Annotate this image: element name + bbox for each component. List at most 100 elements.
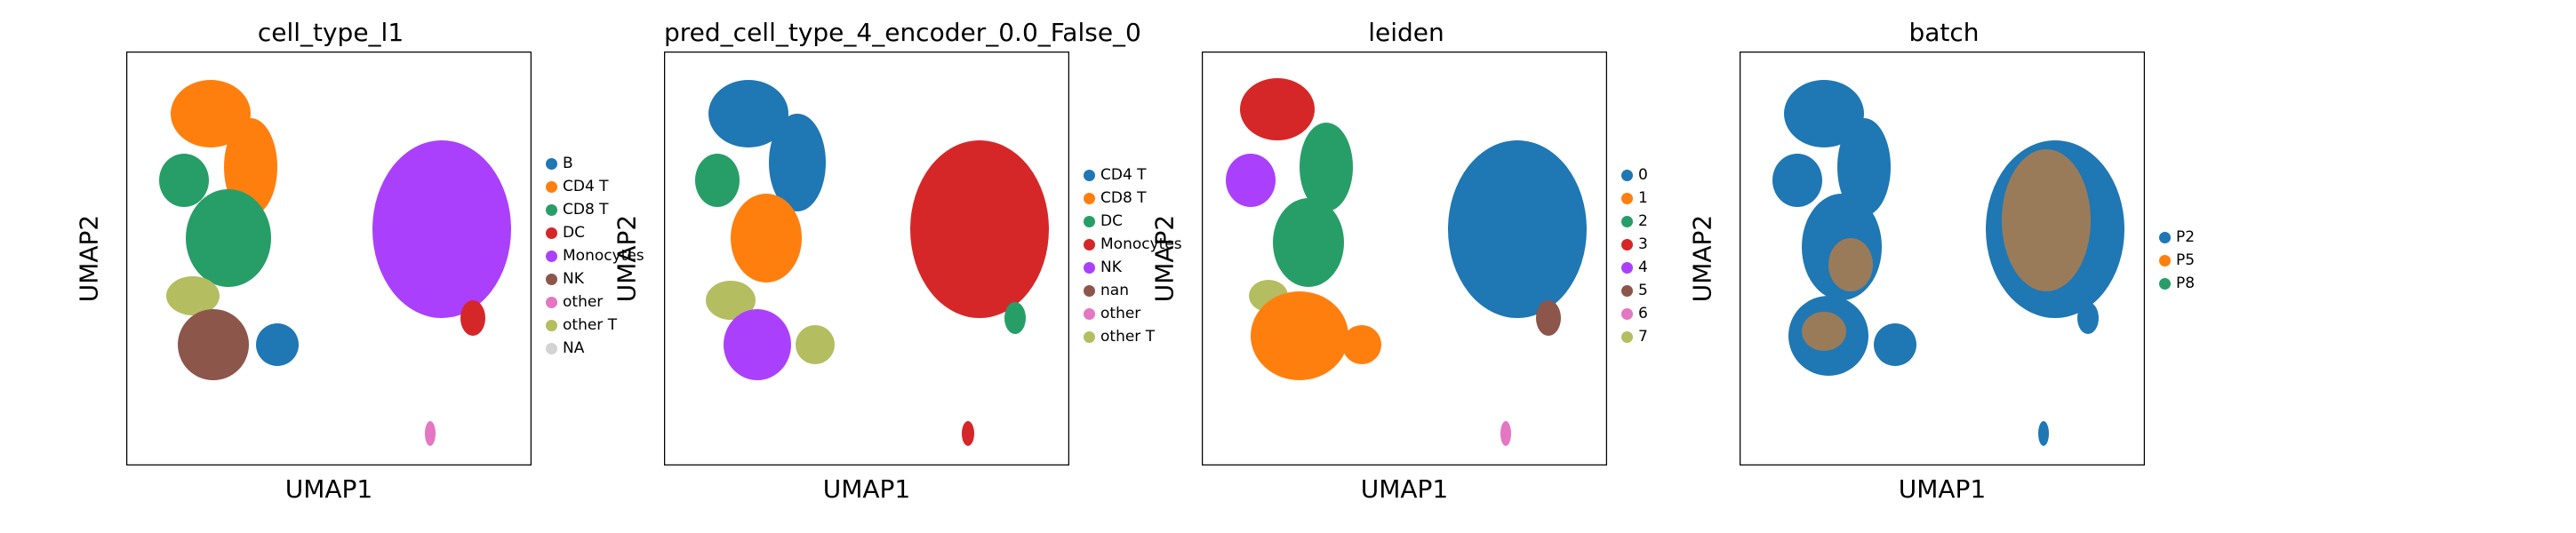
legend-marker	[1084, 192, 1095, 204]
legend-item: CD4 T	[1084, 163, 1182, 187]
legend-marker	[2159, 277, 2171, 290]
cluster-dc-left	[695, 154, 740, 207]
panel-batch: batch UMAP1 UMAP2 P2 P5 P8	[1613, 0, 2196, 533]
cluster-6	[1500, 421, 1511, 446]
clusters	[695, 80, 1049, 446]
legend: CD4 T CD8 T DC Monocytes NK nan other ot…	[1084, 163, 1182, 348]
legend-marker	[546, 227, 557, 239]
legend-item: CD4 T	[546, 175, 644, 198]
legend: B CD4 T CD8 T DC Monocytes NK other othe…	[546, 152, 644, 360]
legend-label: 4	[1638, 259, 1648, 276]
legend-item: nan	[1084, 279, 1182, 302]
cluster-0	[1448, 140, 1587, 318]
cluster-right-tail	[2077, 302, 2099, 334]
cluster-1-small	[1342, 325, 1381, 364]
legend-marker	[1084, 238, 1095, 251]
legend-label: 3	[1638, 235, 1648, 253]
y-axis-label: UMAP2	[74, 214, 104, 303]
legend-label: P8	[2176, 274, 2196, 292]
chart-title: pred_cell_type_4_encoder_0.0_False_0	[664, 18, 1141, 47]
legend-marker	[2159, 231, 2171, 243]
scatter-plot-area	[1740, 52, 2145, 465]
cluster-2	[1273, 198, 1344, 287]
cluster-other-t	[166, 276, 220, 315]
cluster-cd4t-top	[708, 80, 788, 147]
cluster-2-arm	[1300, 123, 1353, 211]
cluster-4	[1226, 154, 1276, 207]
legend-label: nan	[1100, 282, 1129, 299]
plot-frame	[1740, 52, 2145, 465]
legend-item: 0	[1621, 163, 1648, 187]
legend-item: 4	[1621, 256, 1648, 279]
x-axis-label: UMAP1	[1360, 474, 1449, 504]
plot-frame	[664, 52, 1069, 465]
legend-label: other T	[563, 316, 618, 334]
cluster-p2-arm	[1837, 118, 1891, 216]
legend-label: CD8 T	[1100, 189, 1147, 207]
cluster-p2-left	[1772, 154, 1822, 207]
legend-label: P2	[2176, 228, 2196, 246]
cluster-monocytes	[910, 140, 1049, 318]
legend-marker	[546, 250, 557, 262]
cluster-3	[1240, 78, 1315, 140]
legend-label: NK	[1100, 259, 1122, 276]
legend-item: Monocytes	[1084, 233, 1182, 256]
scatter-plot-area	[664, 52, 1069, 465]
legend-item: CD8 T	[546, 198, 644, 221]
chart-title: leiden	[1368, 18, 1444, 47]
cluster-p5-bottom	[1802, 312, 1846, 351]
legend-item: NK	[546, 267, 644, 290]
panel-leiden: leiden UMAP1 UMAP2 0 1 2 3 4 5 6 7	[1076, 0, 1648, 533]
legend-label: CD4 T	[1100, 166, 1147, 184]
legend-item: P8	[2159, 272, 2195, 295]
clusters	[1772, 80, 2124, 446]
cluster-cd8t-left	[159, 154, 209, 207]
legend-marker	[546, 157, 557, 170]
legend-label: CD8 T	[563, 201, 609, 219]
legend-marker	[2159, 254, 2171, 266]
umap-scatter	[664, 52, 1069, 465]
legend-item: 2	[1621, 210, 1648, 233]
umap-scatter	[126, 52, 532, 465]
legend-marker	[546, 180, 557, 193]
legend-marker	[1084, 215, 1095, 227]
legend-label: CD4 T	[563, 178, 609, 195]
cluster-nan	[796, 325, 835, 364]
legend-label: P5	[2176, 251, 2196, 269]
legend-item: other	[1084, 302, 1182, 325]
legend-label: 5	[1638, 282, 1648, 299]
legend-label: DC	[1100, 212, 1123, 230]
legend-label: 2	[1638, 212, 1648, 230]
legend-item: 3	[1621, 233, 1648, 256]
legend-marker	[546, 342, 557, 354]
legend-label: DC	[563, 224, 585, 242]
cluster-small	[2038, 421, 2049, 446]
cluster-cd8t-mid	[186, 189, 271, 287]
clusters	[1226, 78, 1587, 446]
legend-marker	[1621, 307, 1633, 320]
legend-label: other	[563, 293, 604, 311]
cluster-cd4t-arm	[769, 114, 826, 211]
legend-item: 6	[1621, 302, 1648, 325]
cluster-nk	[178, 309, 249, 380]
legend-item: 7	[1621, 325, 1648, 348]
legend-marker	[546, 296, 557, 308]
legend-marker	[1084, 330, 1095, 343]
cluster-dc-right	[1004, 302, 1026, 334]
legend-item: DC	[1084, 210, 1182, 233]
legend-label: B	[563, 155, 573, 172]
panel-pred-cell-type: pred_cell_type_4_encoder_0.0_False_0 UMA…	[538, 0, 1182, 533]
legend-item: NA	[546, 337, 644, 360]
plot-frame	[1202, 52, 1607, 465]
scatter-plot-area	[1202, 52, 1607, 465]
y-axis-label: UMAP2	[1149, 214, 1180, 303]
legend-marker	[546, 273, 557, 285]
scatter-plot-area	[126, 52, 532, 465]
x-axis-label: UMAP1	[822, 474, 911, 504]
legend-item: DC	[546, 221, 644, 244]
cluster-1	[1251, 291, 1348, 380]
cluster-dc	[460, 300, 485, 336]
legend-label: NK	[563, 270, 584, 288]
cluster-p2-small	[1874, 323, 1916, 366]
cluster-p2-top	[1784, 80, 1864, 147]
